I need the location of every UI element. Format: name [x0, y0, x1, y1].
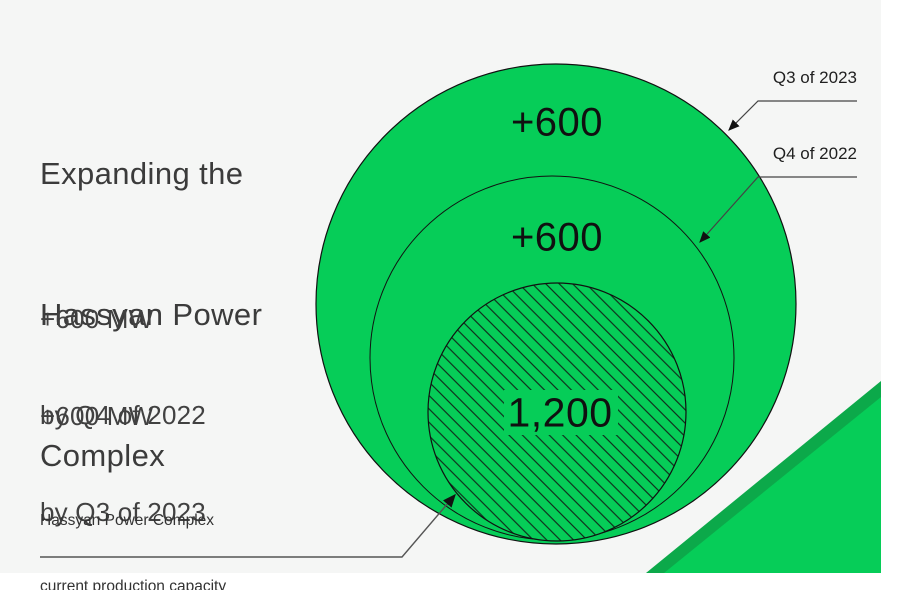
- ring-value-q3-2023: +600: [510, 100, 604, 145]
- ring-value-q4-2022: +600: [510, 215, 604, 260]
- leader-line-q4-2022: [699, 176, 857, 243]
- milestone-note-q3-2023: +600 MW by Q3 of 2023: [40, 336, 206, 590]
- footnote-line-2: current production capacity: [40, 578, 227, 590]
- leader-line-q3-2023: [728, 100, 857, 131]
- title-line-2: Hassyan Power: [40, 297, 263, 332]
- page-title: Expanding the Hassyan Power Complex: [40, 56, 262, 573]
- ring-current-circle-outline: [427, 282, 687, 542]
- title-line-1: Expanding the: [40, 156, 244, 191]
- leader-line-current-capacity: [40, 493, 456, 558]
- callout-label-q4-2022: Q4 of 2022: [772, 144, 857, 163]
- title-line-3: Complex: [40, 438, 166, 473]
- milestone-note-date: by Q4 of 2022: [40, 400, 206, 430]
- milestone-note-q4-2022: +600 MW by Q4 of 2022: [40, 239, 206, 495]
- current-capacity-footnote: Hassyan Power Complex current production…: [40, 466, 226, 590]
- milestone-note-value: +600 MW: [40, 304, 154, 334]
- milestone-note-date: by Q3 of 2023: [40, 497, 206, 527]
- current-label-backplate: [504, 390, 618, 435]
- milestone-note-value: +600 MW: [40, 401, 154, 431]
- ring-value-current: 1,200: [507, 389, 613, 436]
- callout-label-q3-2023: Q3 of 2023: [772, 68, 857, 87]
- footnote-line-1: Hassyan Power Complex: [40, 512, 215, 529]
- corner-triangle-bright: [664, 397, 881, 573]
